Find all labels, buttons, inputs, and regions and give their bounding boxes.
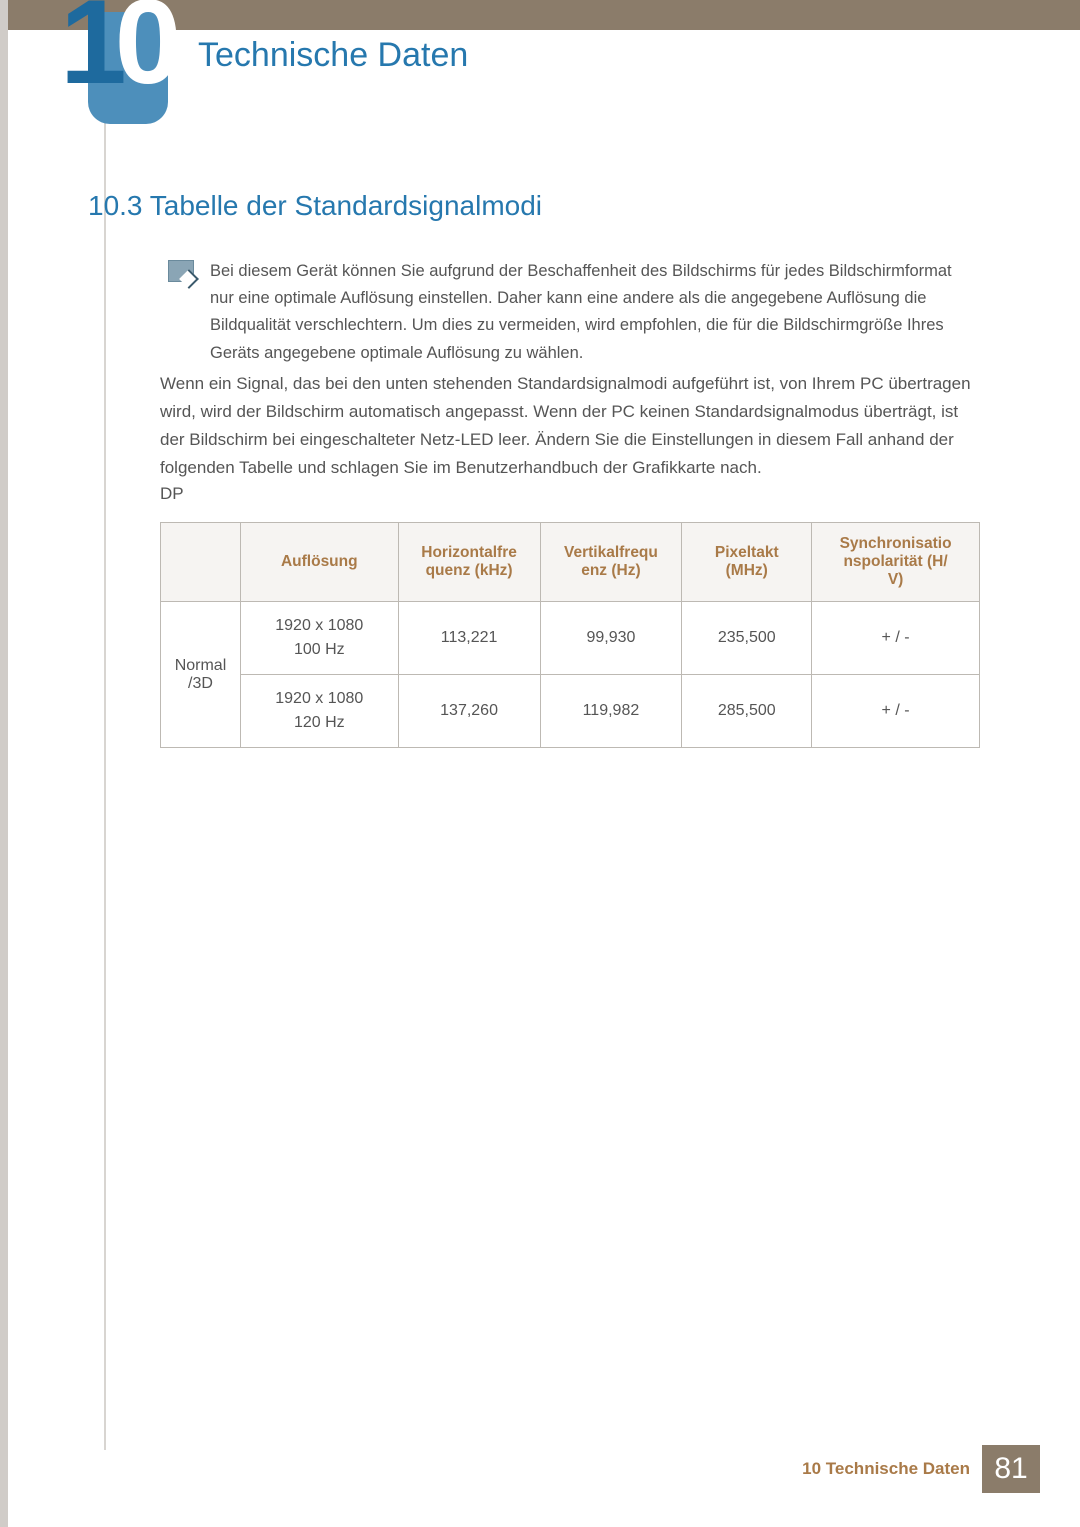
dp-label: DP bbox=[160, 484, 184, 504]
cell-pclk: 285,500 bbox=[682, 675, 812, 748]
row-label-cell: Normal /3D bbox=[161, 602, 241, 748]
cell-pclk: 235,500 bbox=[682, 602, 812, 675]
cell-vfreq: 99,930 bbox=[540, 602, 682, 675]
left-edge-strip bbox=[0, 0, 8, 1527]
signal-mode-table: Auflösung Horizontalfre quenz (kHz) Vert… bbox=[160, 522, 980, 748]
th-hfreq: Horizontalfre quenz (kHz) bbox=[398, 523, 540, 602]
th-polarity: Synchronisatio nspolarität (H/ V) bbox=[812, 523, 980, 602]
chapter-number-first: 1 bbox=[60, 0, 115, 109]
th-pixelclock: Pixeltakt (MHz) bbox=[682, 523, 812, 602]
note-icon bbox=[168, 260, 194, 282]
chapter-number-second: 0 bbox=[115, 0, 170, 109]
cell-vfreq: 119,982 bbox=[540, 675, 682, 748]
th-vfreq: Vertikalfrequ enz (Hz) bbox=[540, 523, 682, 602]
chapter-title: Technische Daten bbox=[198, 36, 468, 75]
body-paragraph: Wenn ein Signal, das bei den unten stehe… bbox=[160, 370, 980, 482]
table-row: Normal /3D 1920 x 1080 100 Hz 113,221 99… bbox=[161, 602, 980, 675]
note-text: Bei diesem Gerät können Sie aufgrund der… bbox=[210, 258, 970, 367]
page-number: 81 bbox=[982, 1445, 1040, 1493]
th-resolution: Auflösung bbox=[240, 523, 398, 602]
th-blank bbox=[161, 523, 241, 602]
cell-hfreq: 137,260 bbox=[398, 675, 540, 748]
left-margin-line bbox=[104, 30, 106, 1450]
cell-resolution: 1920 x 1080 120 Hz bbox=[240, 675, 398, 748]
chapter-number: 10 bbox=[60, 0, 170, 102]
cell-resolution: 1920 x 1080 100 Hz bbox=[240, 602, 398, 675]
footer-chapter-label: 10 Technische Daten bbox=[802, 1459, 970, 1479]
cell-hfreq: 113,221 bbox=[398, 602, 540, 675]
table-header-row: Auflösung Horizontalfre quenz (kHz) Vert… bbox=[161, 523, 980, 602]
cell-pol: + / - bbox=[812, 602, 980, 675]
table-row: 1920 x 1080 120 Hz 137,260 119,982 285,5… bbox=[161, 675, 980, 748]
cell-pol: + / - bbox=[812, 675, 980, 748]
section-heading: 10.3 Tabelle der Standardsignalmodi bbox=[88, 190, 542, 222]
